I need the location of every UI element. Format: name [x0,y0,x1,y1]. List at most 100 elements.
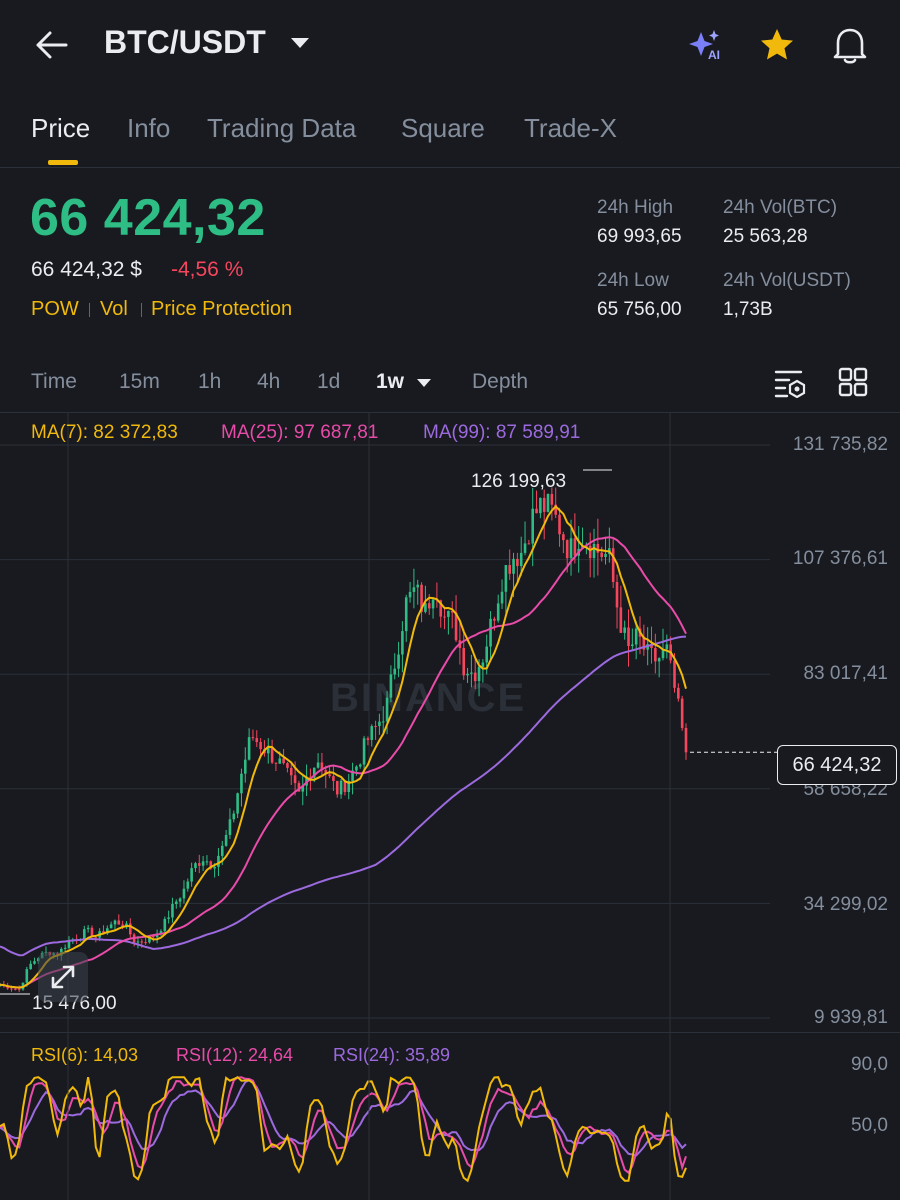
candle-body [236,793,239,814]
candle-body [293,775,297,784]
candle-body [420,584,423,612]
candle-body [167,917,170,919]
candle-body [512,558,515,574]
interval-depth[interactable]: Depth [472,370,529,393]
candle-body [615,582,619,608]
candle-body [381,721,385,723]
candle-body [562,534,565,541]
interval-1h[interactable]: 1h [198,370,222,393]
candle-body [393,668,397,675]
candle-body [140,941,144,943]
candle-body [335,780,339,795]
tag-pow[interactable]: POW [31,298,79,320]
pair-title[interactable]: BTC/USDT [104,24,266,60]
candle-body [217,855,220,867]
ma7-legend: MA(7): 82 372,83 [31,422,178,443]
candle-body [627,627,630,647]
candle-body [247,737,251,760]
candle-body [600,552,603,558]
tag-separator [141,303,142,317]
candle-body [347,780,351,792]
candle-body [443,616,446,618]
back-arrow-icon[interactable] [34,30,68,60]
expand-chart-button[interactable] [38,952,88,1002]
candle-body [274,762,278,764]
candle-body [447,610,450,617]
candle-body [531,508,535,544]
y-tick: 83 017,41 [803,663,888,684]
chevron-down-icon[interactable] [417,379,431,387]
grid-layout-icon[interactable] [838,367,868,397]
candle-body [33,961,36,964]
volusdt-value: 1,73B [723,299,773,320]
interval-4h[interactable]: 4h [257,370,281,393]
candle-body [370,726,374,740]
candle-body [481,662,485,667]
indicator-settings-icon[interactable] [773,368,807,398]
candle-body [351,770,354,781]
candle-body [401,631,404,655]
low-value: 65 756,00 [597,299,682,320]
tab-price[interactable]: Price [31,113,91,143]
y-tick: 9 939,81 [814,1007,888,1028]
high-marker-label: 126 199,63 [471,471,567,492]
candle-body [309,776,312,778]
candle-body [519,552,523,567]
candle-body [611,548,615,583]
caret-down-icon[interactable] [291,38,309,48]
tab-trade-x[interactable]: Trade-X [524,113,617,143]
star-icon[interactable] [758,26,796,64]
candle-body [489,618,492,647]
candle-body [174,901,178,905]
candle-body [159,931,163,934]
candle-body [558,514,561,535]
rsi24-legend: RSI(24): 35,89 [333,1045,451,1065]
bell-icon[interactable] [830,24,870,66]
tag-price-protection[interactable]: Price Protection [151,298,293,320]
candle-body [232,813,236,820]
candle-body [619,607,623,633]
volbtc-value: 25 563,28 [723,226,808,247]
tag-vol[interactable]: Vol [100,298,128,320]
high-label: 24h High [597,197,674,218]
candlestick-chart[interactable] [0,412,900,1032]
candle-body [243,759,247,774]
candle-body [282,758,285,764]
candle-body [129,923,132,935]
active-tab-indicator [48,160,78,165]
candle-body [454,612,458,641]
candle-body [385,697,389,722]
fiat-price: 66 424,32 $ [31,258,142,281]
candle-body [67,941,71,948]
candle-body [220,845,224,856]
candle-body [90,927,94,938]
tab-square[interactable]: Square [401,113,485,143]
candle-body [477,666,481,682]
interval-15m[interactable]: 15m [119,370,160,393]
candle-body [523,543,527,553]
candle-body [500,591,504,604]
candle-body [374,726,377,728]
ma25-line [0,536,687,989]
candle-body [493,618,496,621]
candle-body [201,861,205,866]
interval-1w[interactable]: 1w [376,370,405,393]
ai-sparkle-icon[interactable]: AI [684,28,728,64]
current-price-tag[interactable]: 66 424,32 [777,745,897,785]
tab-trading-data[interactable]: Trading Data [207,113,357,143]
candle-body [117,920,121,925]
candle-body [634,628,638,645]
candle-body [631,644,634,647]
candle-body [259,742,262,750]
candle-body [136,941,140,943]
candle-body [355,766,358,771]
candle-body [665,644,669,650]
candle-body [508,565,512,574]
tab-info[interactable]: Info [127,113,171,143]
candle-body [673,660,676,688]
interval-time[interactable]: Time [31,370,77,393]
candle-body [63,947,67,949]
rsi-chart[interactable] [0,1032,900,1200]
interval-1d[interactable]: 1d [317,370,341,393]
low-label: 24h Low [597,270,669,291]
